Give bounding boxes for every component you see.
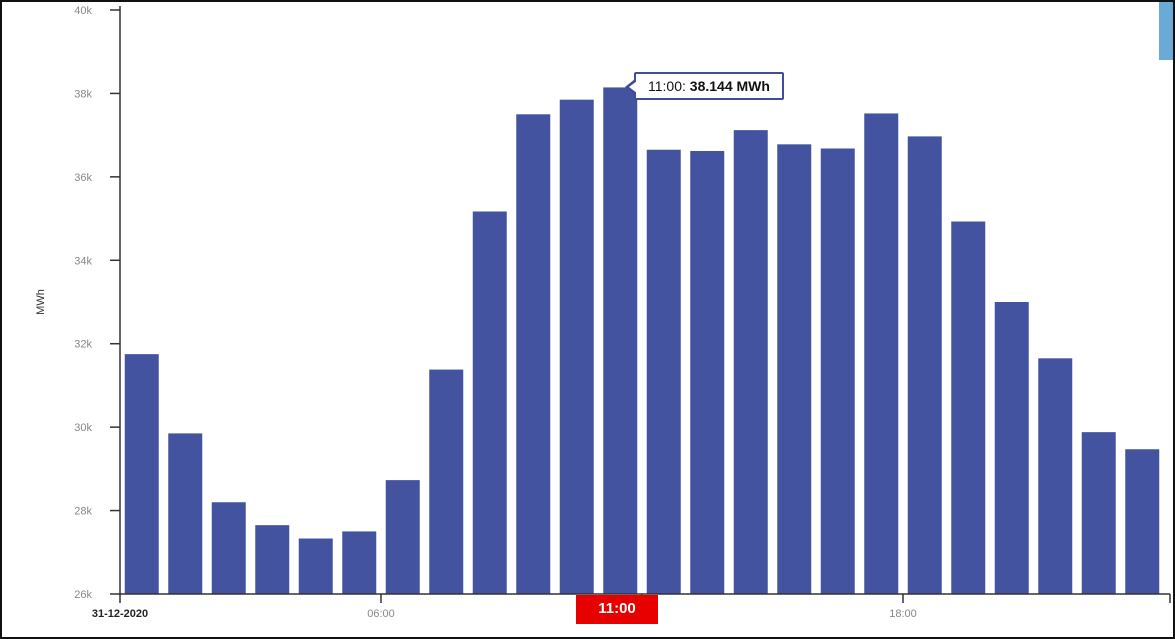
bar-12:00[interactable] [646, 149, 681, 594]
bar-09:00[interactable] [516, 114, 551, 595]
bar-18:00[interactable] [907, 136, 942, 594]
bar-06:00[interactable] [385, 480, 420, 594]
crosshair-time-label: 11:00 [576, 595, 658, 624]
bar-22:00[interactable] [1081, 432, 1116, 594]
bar-21:00[interactable] [1038, 358, 1073, 594]
y-tick-label: 38k [74, 88, 92, 100]
y-tick-label: 36k [74, 172, 92, 184]
x-tick-label: 06:00 [367, 608, 395, 620]
bar-17:00[interactable] [864, 113, 899, 595]
bar-19:00[interactable] [951, 221, 986, 594]
bar-16:00[interactable] [820, 148, 855, 594]
y-axis-title: MWh [35, 289, 47, 315]
tooltip-value: 38.144 MWh [689, 78, 770, 94]
tooltip-time: 11:00 [648, 78, 682, 94]
bar-14:00[interactable] [733, 130, 768, 594]
bar-20:00[interactable] [994, 302, 1029, 594]
y-tick-label: 40k [74, 5, 92, 17]
bar-10:00[interactable] [559, 99, 594, 594]
bar-01:00[interactable] [168, 433, 203, 594]
bar-23:00[interactable] [1125, 449, 1160, 594]
bar-05:00[interactable] [342, 531, 377, 594]
bar-11:00[interactable] [603, 87, 638, 594]
bar-02:00[interactable] [211, 502, 246, 594]
y-tick-label: 26k [74, 589, 92, 601]
bar-00:00[interactable] [124, 354, 159, 594]
x-tick-label: 18:00 [889, 608, 917, 620]
bar-04:00[interactable] [298, 538, 333, 594]
y-tick-label: 30k [74, 422, 92, 434]
bar-03:00[interactable] [255, 525, 290, 594]
tooltip: 11:00: 38.144 MWh [625, 72, 784, 100]
bar-13:00[interactable] [690, 150, 725, 594]
y-tick-label: 32k [74, 339, 92, 351]
y-tick-label: 28k [74, 506, 92, 518]
bar-15:00[interactable] [777, 144, 812, 594]
bar-07:00[interactable] [429, 369, 464, 594]
x-tick-label: 31-12-2020 [92, 608, 148, 620]
scrollbar-accent[interactable] [1159, 2, 1173, 60]
y-tick-label: 34k [74, 255, 92, 267]
bar-08:00[interactable] [472, 211, 507, 595]
